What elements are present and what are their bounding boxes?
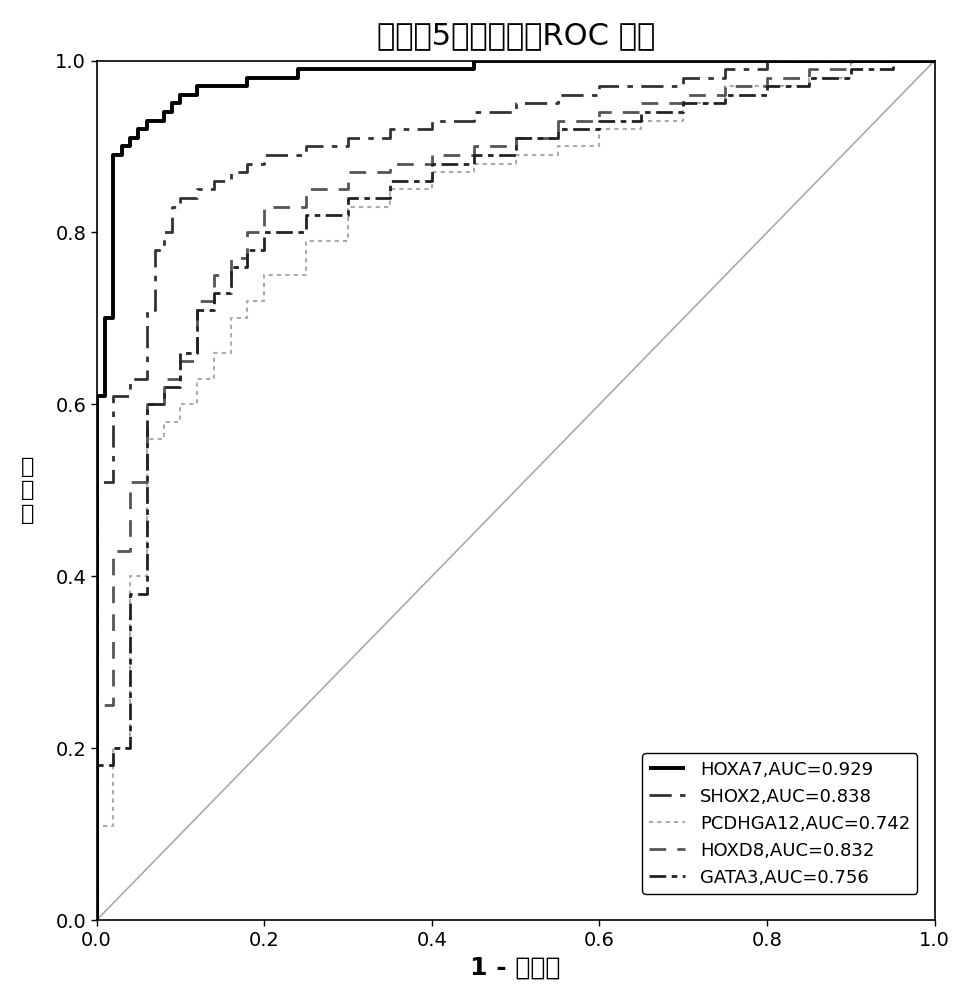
Y-axis label: 敏
感
度: 敏 感 度 [20,457,34,524]
Legend: HOXA7,AUC=0.929, SHOX2,AUC=0.838, PCDHGA12,AUC=0.742, HOXD8,AUC=0.832, GATA3,AUC: HOXA7,AUC=0.929, SHOX2,AUC=0.838, PCDHGA… [642,753,918,894]
Title: 痰液中5个标志物的ROC 曲线: 痰液中5个标志物的ROC 曲线 [377,21,654,50]
X-axis label: 1 - 特异性: 1 - 特异性 [471,955,561,979]
